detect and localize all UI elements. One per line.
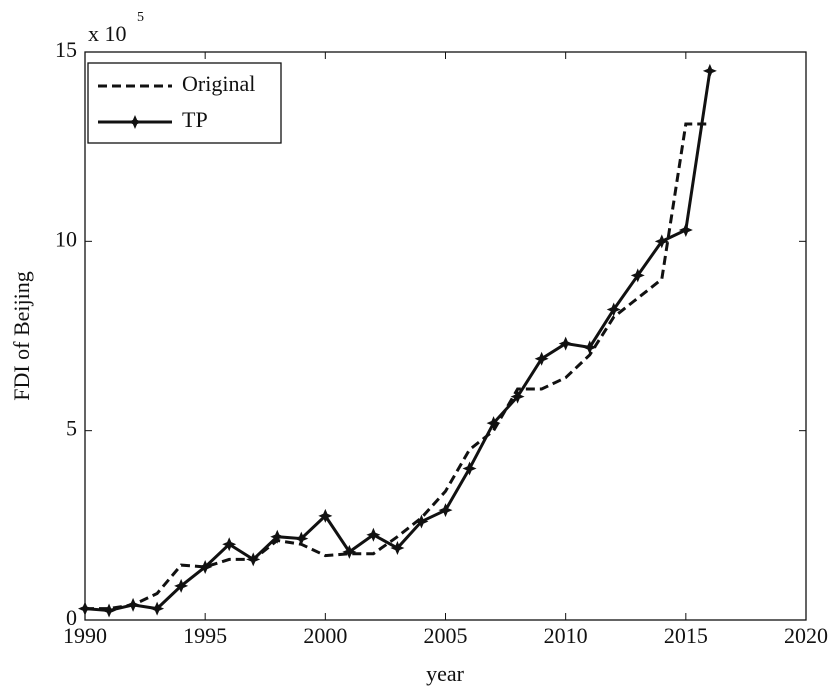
series-line: [84, 70, 712, 613]
series-marker: [222, 537, 237, 552]
x-tick-label: 2020: [784, 623, 828, 648]
series-marker: [102, 603, 117, 618]
series-marker: [246, 552, 261, 567]
x-tick-label: 2000: [303, 623, 347, 648]
series-line: [85, 122, 710, 611]
series-marker: [510, 389, 525, 404]
series-marker: [654, 234, 669, 249]
series-marker: [294, 531, 309, 546]
y-multiplier: x 10: [88, 21, 127, 46]
series-marker: [438, 503, 453, 518]
series-marker: [270, 529, 285, 544]
series-marker: [150, 601, 165, 616]
x-tick-label: 2015: [664, 623, 708, 648]
legend-label: TP: [182, 107, 208, 132]
legend-label: Original: [182, 71, 255, 96]
y-tick-label: 15: [55, 37, 77, 62]
series-marker: [126, 597, 141, 612]
x-tick-label: 1990: [63, 623, 107, 648]
x-tick-label: 2005: [424, 623, 468, 648]
x-tick-label: 1995: [183, 623, 227, 648]
series-marker: [174, 578, 189, 593]
y-tick-label: 5: [66, 416, 77, 441]
series-marker: [198, 559, 213, 574]
series-marker: [630, 268, 645, 283]
series-marker: [702, 63, 717, 78]
series-marker: [678, 222, 693, 237]
legend-marker: [128, 115, 142, 129]
series-marker: [414, 514, 429, 529]
legend-box: [87, 62, 282, 144]
y-tick-label: 0: [66, 605, 77, 630]
series-marker: [462, 461, 477, 476]
series-marker: [366, 527, 381, 542]
series-marker: [78, 601, 92, 616]
series-marker: [342, 544, 357, 559]
series-marker: [558, 336, 573, 351]
y-multiplier-exponent: 5: [137, 10, 144, 25]
y-axis-label: FDI of Beijing: [9, 271, 34, 401]
series-marker: [486, 416, 501, 431]
x-tick-label: 2010: [544, 623, 588, 648]
series-marker: [390, 541, 405, 556]
series-marker: [582, 340, 597, 355]
series-marker: [606, 302, 621, 317]
series-marker: [534, 351, 549, 366]
y-tick-label: 10: [55, 226, 77, 251]
x-axis-label: year: [426, 661, 465, 686]
series-marker: [318, 508, 333, 523]
